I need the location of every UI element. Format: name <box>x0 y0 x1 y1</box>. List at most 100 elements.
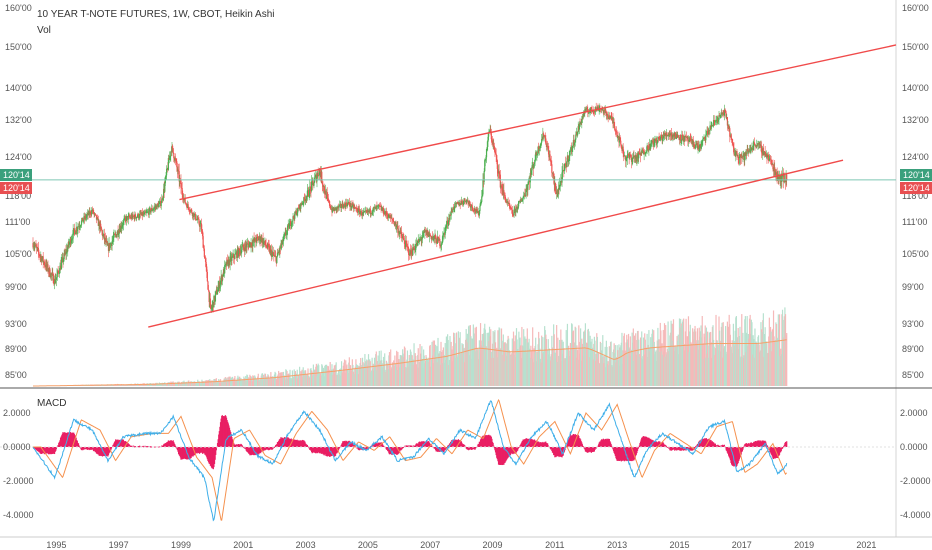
candle-body <box>37 247 39 252</box>
candle-body <box>193 214 195 218</box>
candle-body <box>551 164 553 173</box>
volume-bar <box>237 375 239 386</box>
macd-histogram-bar <box>306 444 309 447</box>
candle-body <box>684 135 687 137</box>
candle-body <box>60 262 62 270</box>
candle-body <box>440 244 442 246</box>
candle-body <box>646 145 648 152</box>
candle-body <box>435 235 437 239</box>
candle-body <box>544 135 546 139</box>
candle-body <box>596 106 598 111</box>
candle-body <box>544 135 546 137</box>
candle-body <box>161 198 163 203</box>
candle-body <box>361 211 364 216</box>
candle-body <box>702 139 704 142</box>
macd-histogram-bar <box>581 444 584 447</box>
candle-body <box>79 226 81 227</box>
candle-body <box>32 243 34 248</box>
volume-bar <box>390 349 392 386</box>
volume-bar <box>291 370 294 386</box>
volume-bar <box>429 344 431 386</box>
candle-body <box>276 256 278 263</box>
candle-body <box>224 264 226 266</box>
upper-trend-line[interactable] <box>179 44 897 201</box>
candle-body <box>56 270 59 275</box>
candle-body <box>493 143 495 146</box>
macd-histogram-bar <box>154 447 156 448</box>
macd-histogram-bar <box>408 445 410 447</box>
candle-body <box>597 106 599 108</box>
candle-body <box>140 214 143 216</box>
candle-body <box>708 130 711 132</box>
volume-bar <box>261 373 264 386</box>
candle-body <box>287 225 289 231</box>
candle-body <box>473 210 475 212</box>
candle-body <box>513 209 515 216</box>
candle-body <box>158 203 160 208</box>
candle-body <box>653 142 655 145</box>
candle-body <box>750 149 752 152</box>
candle-body <box>684 135 686 141</box>
candle-body <box>74 232 77 235</box>
candle-body <box>648 149 650 151</box>
candle-body <box>352 204 355 209</box>
candle-body <box>358 208 360 210</box>
candle-body <box>380 206 382 211</box>
candle-body <box>436 236 439 244</box>
volume-bar <box>486 332 488 386</box>
candle-body <box>405 240 407 244</box>
candle-body <box>327 198 329 202</box>
candle-body <box>435 238 437 243</box>
lower-trend-line[interactable] <box>148 159 844 328</box>
candle-body <box>550 160 552 162</box>
macd-histogram-bar <box>610 444 612 447</box>
candle-body <box>216 291 219 295</box>
candle-body <box>701 141 703 146</box>
candle-body <box>286 230 288 235</box>
candle-body <box>95 214 97 216</box>
candle-body <box>377 205 379 206</box>
candle-body <box>629 154 631 158</box>
candle-body <box>418 239 421 242</box>
candle-body <box>619 137 621 141</box>
candle-body <box>101 231 104 237</box>
volume-bar <box>572 330 575 386</box>
candle-body <box>290 224 292 226</box>
candle-body <box>538 147 540 152</box>
candle-body <box>726 117 729 126</box>
candle-body <box>319 169 321 173</box>
volume-bars <box>32 307 788 386</box>
candle-body <box>707 133 709 135</box>
candle-body <box>52 273 54 275</box>
candle-body <box>490 133 492 140</box>
candle-body <box>330 207 332 210</box>
candle-body <box>772 163 774 170</box>
candle-body <box>594 110 596 112</box>
candle-body <box>460 203 462 206</box>
candle-body <box>252 241 254 247</box>
candle-body <box>58 271 60 274</box>
candle-body <box>590 106 592 110</box>
macd-histogram-bar <box>583 446 585 448</box>
candle-body <box>264 240 267 245</box>
candle-body <box>131 214 134 219</box>
candle-body <box>173 153 175 159</box>
candle-body <box>724 109 726 111</box>
candle-body <box>391 219 394 221</box>
macd-histogram-bar <box>146 446 149 448</box>
candle-body <box>300 203 303 205</box>
candle-body <box>301 204 303 205</box>
candle-body <box>472 207 474 210</box>
candle-body <box>569 150 572 152</box>
candle-body <box>100 226 102 230</box>
candle-body <box>432 236 434 238</box>
candle-body <box>671 132 673 137</box>
candle-body <box>296 212 298 215</box>
candle-body <box>356 208 358 212</box>
candle-body <box>203 247 205 249</box>
candle-body <box>606 114 609 117</box>
candle-body <box>515 208 517 213</box>
volume-bar <box>687 316 690 386</box>
candle-body <box>565 163 567 166</box>
